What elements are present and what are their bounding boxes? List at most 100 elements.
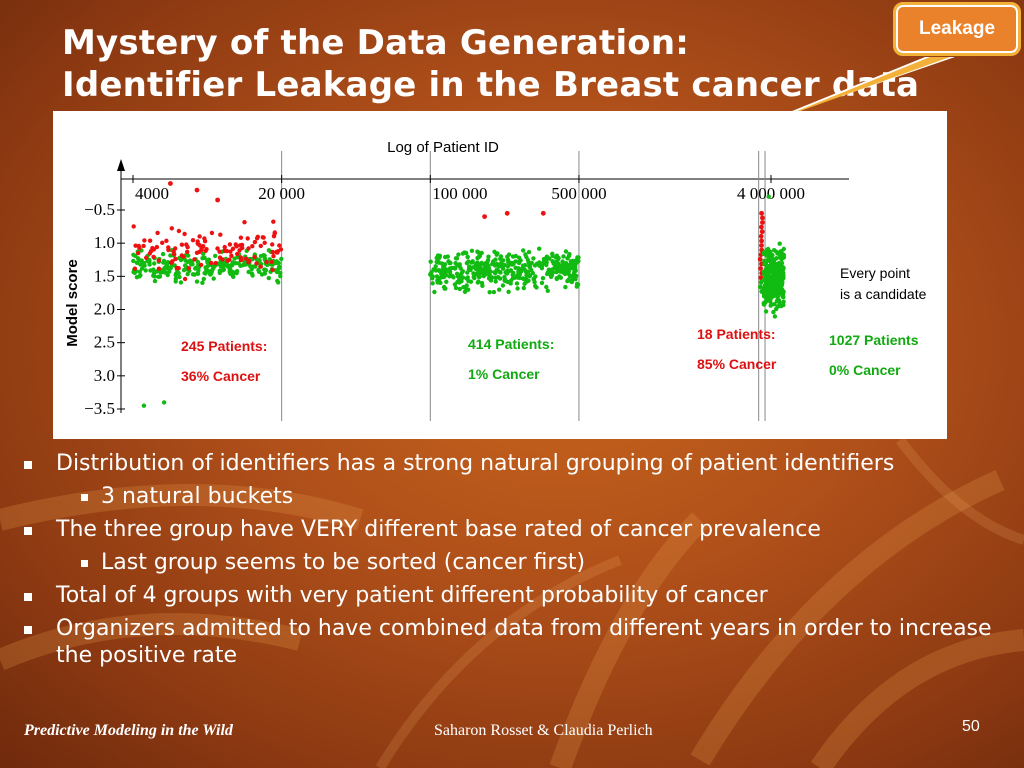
non-cancer-point: [519, 266, 525, 272]
non-cancer-point: [189, 260, 194, 265]
non-cancer-point: [500, 283, 506, 288]
non-cancer-point: [565, 278, 570, 284]
group-count-label: 245 Patients:: [181, 338, 267, 354]
non-cancer-point: [158, 270, 163, 275]
non-cancer-point: [544, 254, 550, 259]
non-cancer-point: [529, 267, 534, 273]
non-cancer-point: [781, 299, 786, 304]
cancer-point: [271, 219, 276, 224]
non-cancer-point: [550, 259, 555, 264]
cancer-point: [185, 244, 190, 250]
bullet-subitem: Last group seems to be sorted (cancer fi…: [18, 549, 1018, 576]
non-cancer-point: [774, 272, 779, 277]
chart-panel: 4000 20 000 100 000 500 000 4 000 000 −0.5 1.0…: [53, 111, 947, 439]
cancer-point: [156, 266, 162, 271]
page-number: 50: [962, 718, 980, 735]
non-cancer-point: [465, 270, 470, 275]
non-cancer-point: [569, 265, 574, 270]
non-cancer-point: [544, 284, 549, 290]
y-tick-label: 1.0: [94, 233, 115, 252]
non-cancer-point: [769, 257, 774, 262]
non-cancer-point: [249, 271, 255, 276]
non-cancer-point: [495, 267, 500, 272]
cancer-point: [270, 267, 275, 272]
non-cancer-point: [476, 272, 482, 277]
cancer-point: [759, 210, 764, 216]
cancer-point: [252, 239, 258, 245]
non-cancer-point: [466, 287, 471, 292]
non-cancer-point: [569, 259, 574, 264]
non-cancer-point: [137, 269, 142, 274]
cancer-point: [173, 256, 178, 262]
cancer-point: [213, 260, 218, 266]
cancer-point: [169, 226, 174, 231]
cancer-point: [759, 224, 764, 230]
non-cancer-point: [259, 272, 265, 277]
cancer-point: [199, 246, 204, 251]
non-cancer-point: [443, 254, 448, 260]
non-cancer-point: [480, 283, 485, 288]
group-rate-label: 85% Cancer: [697, 356, 777, 372]
non-cancer-point: [492, 270, 497, 275]
cancer-point: [240, 245, 245, 251]
cancer-point: [197, 234, 202, 239]
cancer-point: [209, 230, 215, 236]
cancer-point: [155, 230, 160, 236]
y-tick-label: −0.5: [84, 200, 115, 219]
cancer-point: [179, 253, 184, 258]
non-cancer-point: [460, 269, 465, 274]
non-cancer-point: [195, 271, 201, 276]
non-cancer-point: [514, 281, 520, 286]
non-cancer-point: [279, 256, 284, 262]
cancer-point: [759, 243, 764, 248]
non-cancer-point: [781, 252, 786, 258]
non-cancer-point: [478, 266, 484, 271]
footer-authors: Saharon Rosset & Claudia Perlich: [434, 722, 653, 739]
non-cancer-point: [766, 194, 771, 199]
non-cancer-point: [220, 268, 225, 273]
cancer-point: [238, 235, 244, 240]
non-cancer-point: [523, 269, 529, 275]
non-cancer-point: [526, 249, 532, 255]
bullet-item: The three group have VERY different base…: [18, 516, 1018, 543]
group-count-label: 414 Patients:: [468, 336, 554, 352]
non-cancer-point: [502, 262, 507, 268]
non-cancer-point: [232, 256, 237, 261]
non-cancer-point: [781, 289, 786, 294]
non-cancer-point: [770, 265, 776, 270]
non-cancer-point: [456, 252, 461, 257]
cancer-point: [218, 232, 223, 237]
cancer-point: [222, 244, 227, 250]
cancer-point: [141, 243, 146, 249]
cancer-point: [166, 247, 171, 253]
non-cancer-point: [274, 259, 279, 264]
cancer-point: [133, 243, 138, 248]
non-cancer-point: [779, 275, 784, 280]
non-cancer-point: [152, 261, 157, 266]
y-axis-arrow: [117, 159, 125, 171]
non-cancer-point: [534, 285, 539, 290]
cancer-point: [224, 248, 229, 254]
non-cancer-point: [500, 266, 506, 271]
non-cancer-point: [453, 285, 459, 291]
non-cancer-point: [574, 281, 580, 287]
non-cancer-point: [515, 286, 520, 291]
non-cancer-point: [173, 279, 178, 284]
non-cancer-point: [475, 255, 480, 261]
non-cancer-point: [525, 257, 531, 263]
non-cancer-point: [493, 262, 498, 268]
non-cancer-point: [443, 270, 448, 275]
non-cancer-point: [151, 267, 156, 272]
non-cancer-point: [242, 260, 247, 266]
cancer-point: [255, 234, 260, 239]
y-axis-label: Model score: [64, 259, 81, 347]
non-cancer-point: [491, 259, 496, 264]
x-tick-label: 4 000 000: [737, 184, 805, 203]
non-cancer-point: [539, 266, 545, 271]
non-cancer-point: [557, 274, 562, 279]
cancer-point: [197, 249, 202, 255]
title-line-1: Mystery of the Data Generation:: [62, 23, 690, 63]
non-cancer-point: [763, 290, 769, 296]
leakage-callout: Leakage: [893, 2, 1021, 56]
bullet-item: Organizers admitted to have combined dat…: [18, 615, 1018, 669]
